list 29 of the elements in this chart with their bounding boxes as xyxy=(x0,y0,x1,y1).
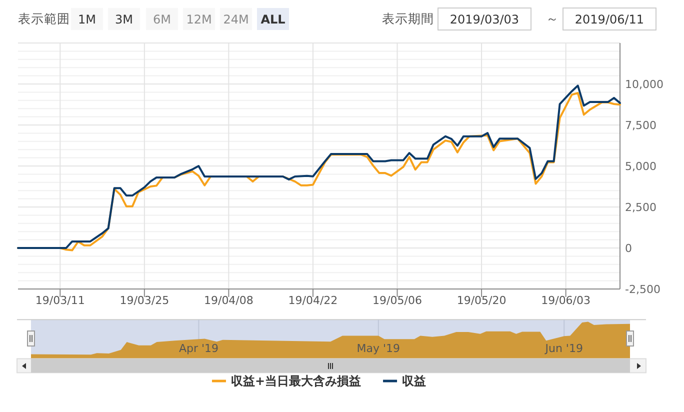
y-tick-label: 0 xyxy=(625,242,632,255)
text: ～ xyxy=(546,11,559,26)
y-tick-label: 10,000 xyxy=(625,78,664,91)
y-tick-label: 7,500 xyxy=(625,119,656,132)
legend-label: 収益+当日最大含み損益 xyxy=(230,374,362,388)
x-tick-label: 19/05/06 xyxy=(372,294,422,307)
text: 2019/06/11 xyxy=(574,12,644,26)
x-tick-label: 19/04/08 xyxy=(204,294,254,307)
x-tick-label: 19/04/22 xyxy=(288,294,338,307)
y-tick-label: 2,500 xyxy=(625,201,656,214)
text: 表示期間 xyxy=(382,11,434,26)
text: 6M xyxy=(153,12,171,26)
y-tick-label: 5,000 xyxy=(625,160,656,173)
x-tick-label: May '19 xyxy=(356,342,400,355)
x-tick-label: Apr '19 xyxy=(178,342,218,355)
text: 24M xyxy=(223,12,249,26)
y-tick-label: -2,500 xyxy=(625,283,660,296)
text: 2019/03/03 xyxy=(450,12,520,26)
x-tick-label: 19/05/20 xyxy=(456,294,506,307)
x-tick-label: Jun '19 xyxy=(544,342,583,355)
text: 3M xyxy=(115,12,133,26)
x-tick-label: 19/06/03 xyxy=(541,294,591,307)
x-tick-label: 19/03/11 xyxy=(35,294,85,307)
text: 1M xyxy=(78,12,96,26)
text: ALL xyxy=(260,12,286,26)
text: 表示範囲 xyxy=(18,11,70,26)
x-tick-label: 19/03/25 xyxy=(120,294,170,307)
legend-label: 収益 xyxy=(402,374,426,388)
text: 12M xyxy=(186,12,212,26)
